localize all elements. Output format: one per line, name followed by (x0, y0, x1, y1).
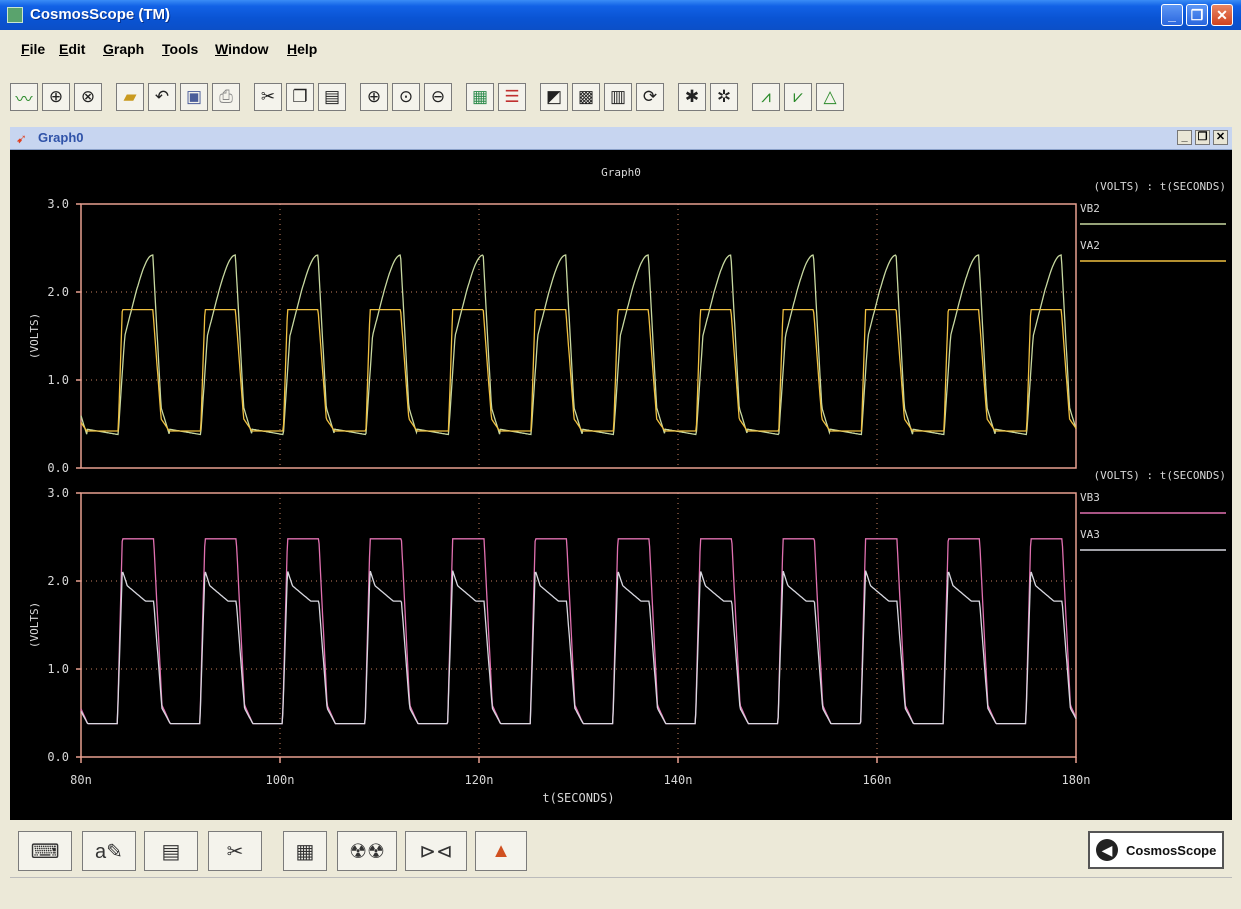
y-tick-label: 3.0 (47, 486, 69, 500)
zoom-out-icon[interactable]: ⊖ (424, 83, 452, 111)
keyboard-icon[interactable]: ⌨ (18, 831, 72, 871)
calculator-icon[interactable]: ▦ (283, 831, 327, 871)
globe-icon[interactable]: ⊕ (42, 83, 70, 111)
close-button[interactable]: ✕ (1211, 4, 1233, 26)
y-tick-label: 3.0 (47, 197, 69, 211)
graph-minimize-button[interactable]: _ (1177, 130, 1192, 145)
y-axis-label: (VOLTS) (28, 313, 41, 359)
legend-label: VA3 (1080, 528, 1100, 541)
graph-restore-button[interactable]: ❐ (1195, 130, 1210, 145)
brand-logo: ◀ CosmosScope (1088, 831, 1224, 869)
cut-icon[interactable]: ✂ (254, 83, 282, 111)
logic-icon[interactable]: ⊳⊲ (405, 831, 467, 871)
save-icon[interactable]: ▣ (180, 83, 208, 111)
window-controls: _ ❐ ✕ (1161, 4, 1233, 26)
graph-window-title: Graph0 (38, 130, 84, 145)
y-tick-label: 0.0 (47, 750, 69, 764)
x-tick-label: 100n (266, 773, 295, 787)
x-axis-label: t(SECONDS) (542, 791, 614, 805)
app-icon (7, 7, 23, 23)
menu-graph[interactable]: Graph (103, 41, 145, 57)
brand-icon: ◀ (1096, 839, 1118, 861)
stack-icon[interactable]: ▦ (466, 83, 494, 111)
chart-title: Graph0 (601, 166, 641, 179)
menu-bar: File Edit Graph Tools Window Help (0, 30, 1241, 70)
bug2-icon[interactable]: ✲ (710, 83, 738, 111)
measure2-icon[interactable]: ⩗ (784, 83, 812, 111)
plot-svg[interactable]: 0.0 1.0 2.0 3.0 (VOLTS) (VOLTS) : t(SECONDS) G… (10, 150, 1232, 820)
y-tick-label: 2.0 (47, 574, 69, 588)
graph-window-controls: _ ❐ ✕ (1177, 130, 1228, 145)
graph-icon: ➹ (16, 131, 27, 146)
grid-icon[interactable]: ▩ (572, 83, 600, 111)
window-title: CosmosScope (TM) (30, 6, 171, 23)
x-tick-label: 160n (863, 773, 892, 787)
graph-window-titlebar[interactable]: ➹ Graph0 _ ❐ ✕ (10, 127, 1232, 150)
series-line-va3 (80, 570, 1077, 725)
measure3-icon[interactable]: △ (816, 83, 844, 111)
x-tick-label: 180n (1062, 773, 1091, 787)
bars-icon[interactable]: ▥ (604, 83, 632, 111)
y-axis-label: (VOLTS) (28, 602, 41, 648)
plot-area[interactable]: 0.0 1.0 2.0 3.0 (VOLTS) (VOLTS) : t(SECONDS) G… (10, 150, 1232, 820)
radiation-icon[interactable]: ☢☢ (337, 831, 397, 871)
plot-frame (80, 203, 1077, 469)
title-bar: CosmosScope (TM) _ ❐ ✕ (0, 0, 1241, 30)
plot-frame (80, 492, 1077, 758)
series-line-vb2 (80, 254, 1077, 436)
zoom-fit-icon[interactable]: ⊙ (392, 83, 420, 111)
legend-label: VA2 (1080, 239, 1100, 252)
y-tick-label: 1.0 (47, 662, 69, 676)
menu-tools[interactable]: Tools (162, 41, 199, 57)
axis-header: (VOLTS) : t(SECONDS) (1094, 469, 1226, 482)
menu-edit[interactable]: Edit (59, 41, 86, 57)
main-toolbar: 〰 ⊕ ⊗ ▰ ↶ ▣ ⎙ ✂ ❐ ▤ ⊕ ⊙ ⊖ ▦ ☰ ◩ ▩ ▥ ⟳ ✱ … (10, 77, 848, 117)
minimize-button[interactable]: _ (1161, 4, 1183, 26)
x-tick-label: 140n (664, 773, 693, 787)
globe2-icon[interactable]: ⊗ (74, 83, 102, 111)
annotate-icon[interactable]: a✎ (82, 831, 136, 871)
x-tick-label: 80n (70, 773, 92, 787)
copy-icon[interactable]: ❐ (286, 83, 314, 111)
restore-button[interactable]: ❐ (1186, 4, 1208, 26)
undo-icon[interactable]: ↶ (148, 83, 176, 111)
measure-icon[interactable]: ⩘ (752, 83, 780, 111)
eraser-icon[interactable]: ◩ (540, 83, 568, 111)
print-icon[interactable]: ⎙ (212, 83, 240, 111)
x-tick-label: 120n (465, 773, 494, 787)
legend-label: VB3 (1080, 491, 1100, 504)
scissors-icon[interactable]: ✂ (208, 831, 262, 871)
legend-label: VB2 (1080, 202, 1100, 215)
graph-close-button[interactable]: ✕ (1213, 130, 1228, 145)
refresh-icon[interactable]: ⟳ (636, 83, 664, 111)
menu-window[interactable]: Window (215, 41, 269, 57)
zoom-in-icon[interactable]: ⊕ (360, 83, 388, 111)
waveform-view-icon[interactable]: ▤ (144, 831, 198, 871)
paste-icon[interactable]: ▤ (318, 83, 346, 111)
matlab-icon[interactable]: ▲ (475, 831, 527, 871)
y-tick-label: 1.0 (47, 373, 69, 387)
open-folder-icon[interactable]: ▰ (116, 83, 144, 111)
bottom-toolbar: ⌨ a✎ ▤ ✂ ▦ ☢☢ ⊳⊲ ▲ ◀ CosmosScope (10, 826, 1232, 876)
status-bar (10, 877, 1232, 904)
series-line-va2 (80, 308, 1077, 432)
series-line-vb3 (80, 538, 1077, 725)
panels-icon[interactable]: ☰ (498, 83, 526, 111)
menu-help[interactable]: Help (287, 41, 318, 57)
brand-label: CosmosScope (1126, 842, 1217, 858)
y-tick-label: 0.0 (47, 461, 69, 475)
waveform-icon[interactable]: 〰 (10, 83, 38, 111)
axis-header: (VOLTS) : t(SECONDS) (1094, 180, 1226, 193)
bug-icon[interactable]: ✱ (678, 83, 706, 111)
y-tick-label: 2.0 (47, 285, 69, 299)
menu-file[interactable]: File (21, 41, 46, 57)
